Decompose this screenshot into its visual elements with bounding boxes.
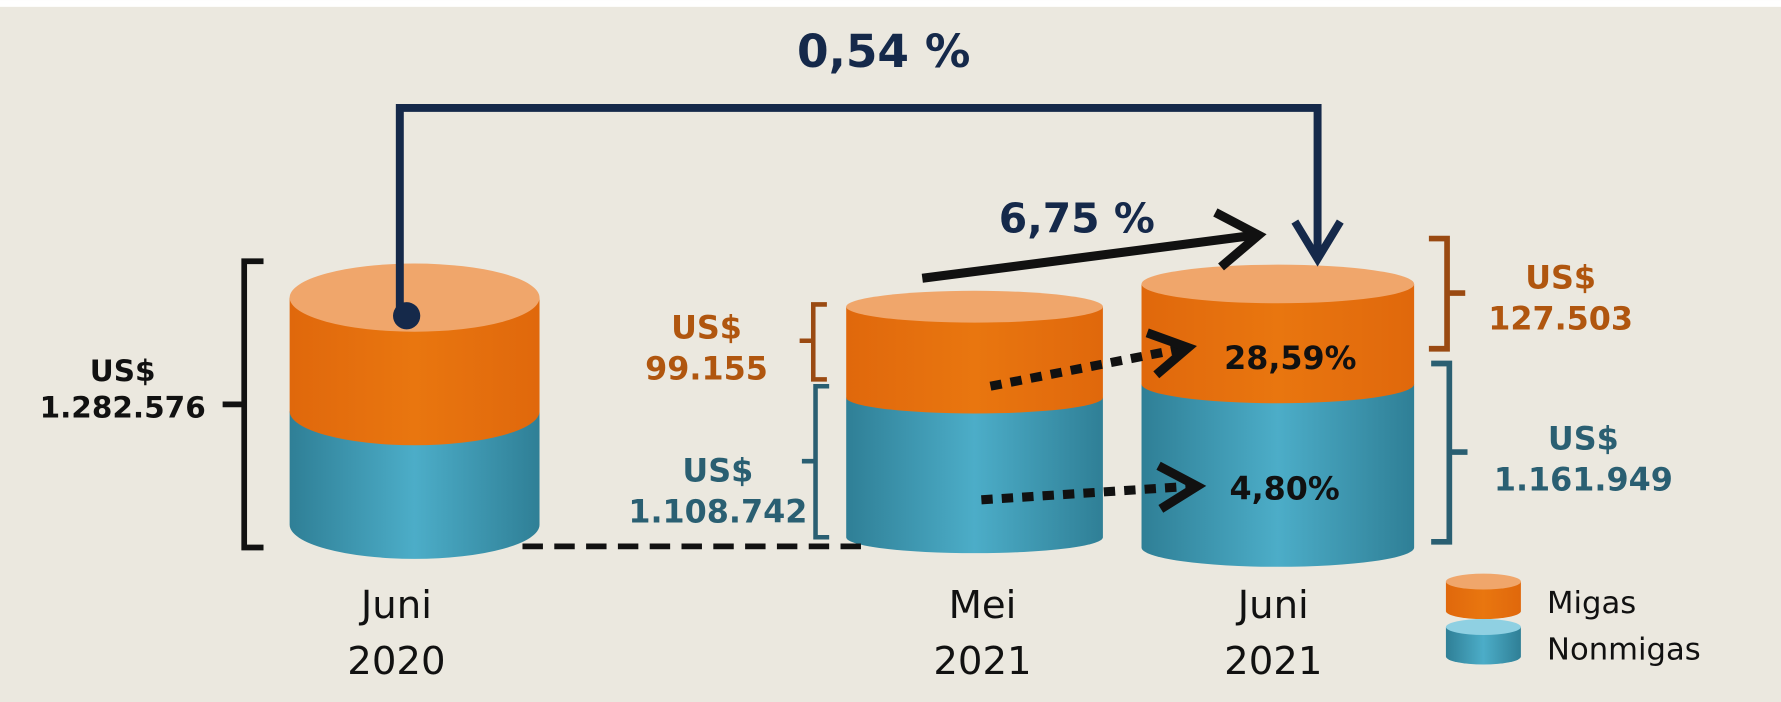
period-label: Mei xyxy=(949,583,1017,628)
legend-swatch-top xyxy=(1445,573,1521,590)
migas-body xyxy=(846,306,1103,414)
yoy-dot xyxy=(393,302,421,330)
mom-arrow xyxy=(921,230,1256,283)
period-label: 2021 xyxy=(1224,639,1322,684)
nonmigas-value: 1.161.949 xyxy=(1494,462,1673,499)
migas-body xyxy=(1141,283,1415,404)
bracket-nonmigas-jun xyxy=(1431,360,1468,545)
period-label: 2021 xyxy=(933,639,1031,684)
migas-value: 99.155 xyxy=(645,350,768,387)
cylinder-top xyxy=(846,290,1103,323)
migas-currency: US$ xyxy=(671,309,742,346)
mom-arrowhead xyxy=(1213,208,1267,271)
legend-label: Nonmigas xyxy=(1547,632,1701,667)
migas-body xyxy=(289,297,540,446)
yoy-connector xyxy=(395,103,1322,316)
nonmigas-currency: US$ xyxy=(682,453,753,490)
nonmigas-body xyxy=(289,411,540,559)
legend-swatch xyxy=(1445,581,1521,620)
nonmigas-body xyxy=(1141,383,1415,567)
nonmigas-body xyxy=(846,397,1103,554)
nonmigas-growth: 4,80% xyxy=(1229,471,1339,508)
total-value: 1.282.576 xyxy=(40,390,206,424)
period-label: Juni xyxy=(359,583,432,628)
shapes xyxy=(289,263,1521,665)
bracket-migas-may xyxy=(799,302,827,382)
migas-value: 127.503 xyxy=(1488,300,1633,337)
yoy-arrowhead xyxy=(1291,219,1344,267)
period-label: Juni xyxy=(1236,583,1309,628)
nonmigas-growth-arrowhead xyxy=(1156,461,1207,513)
total-currency: US$ xyxy=(90,354,156,388)
cylinder-top xyxy=(289,263,540,332)
cylinder-top xyxy=(1141,264,1415,304)
yoy-growth: 0,54 % xyxy=(797,25,970,78)
migas-growth-arrowhead xyxy=(1145,328,1197,379)
nonmigas-growth-arrow xyxy=(981,481,1193,505)
legend-label: Migas xyxy=(1547,586,1636,621)
migas-currency: US$ xyxy=(1525,259,1596,296)
period-label: 2020 xyxy=(347,639,445,684)
migas-growth: 28,59% xyxy=(1224,340,1356,377)
nonmigas-currency: US$ xyxy=(1548,421,1619,458)
top-strip xyxy=(0,0,1781,7)
bracket-migas-jun xyxy=(1428,235,1466,352)
bracket-nonmigas-may xyxy=(801,383,830,540)
legend-swatch xyxy=(1445,627,1521,665)
legend-swatch-top xyxy=(1445,619,1521,635)
bracket-total xyxy=(222,258,264,551)
mom-growth: 6,75 % xyxy=(999,195,1155,243)
nonmigas-value: 1.108.742 xyxy=(628,493,807,530)
